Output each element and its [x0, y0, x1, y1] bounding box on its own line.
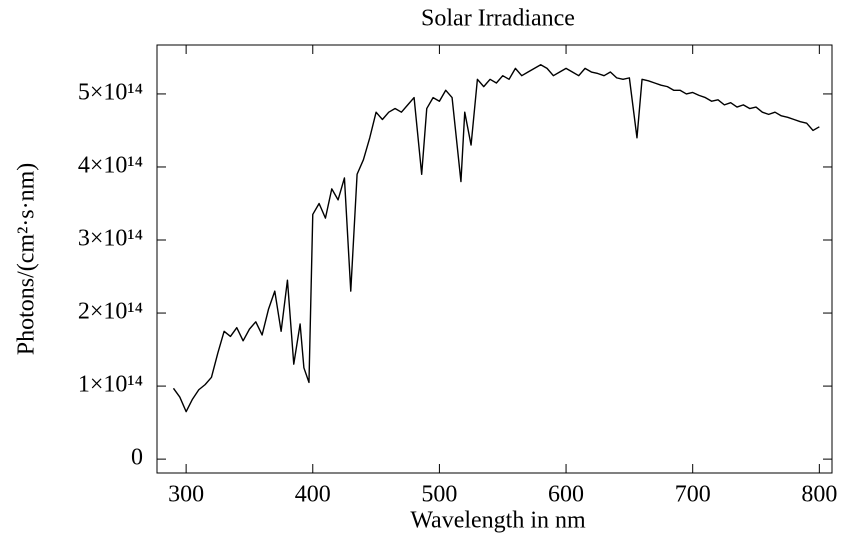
x-axis-label: Wavelength in nm — [410, 508, 586, 534]
y-tick-label: 4×10¹⁴ — [78, 152, 143, 178]
x-tick-label: 600 — [548, 482, 584, 508]
y-tick-label: 1×10¹⁴ — [78, 372, 143, 398]
line-series — [172, 64, 820, 413]
y-axis-label: Photons/(cm²·s·nm) — [14, 163, 40, 356]
x-tick-label: 500 — [421, 482, 457, 508]
plot-frame — [156, 44, 833, 474]
y-tick-label: 0 — [131, 445, 143, 471]
x-tick-label: 800 — [801, 482, 837, 508]
y-tick-label: 3×10¹⁴ — [78, 226, 143, 252]
x-tick-label: 300 — [168, 482, 204, 508]
y-tick-label: 2×10¹⁴ — [78, 299, 143, 325]
x-tick-label: 700 — [675, 482, 711, 508]
chart-title: Solar Irradiance — [421, 6, 575, 32]
y-tick-label: 5×10¹⁴ — [78, 79, 143, 105]
x-tick-label: 400 — [295, 482, 331, 508]
